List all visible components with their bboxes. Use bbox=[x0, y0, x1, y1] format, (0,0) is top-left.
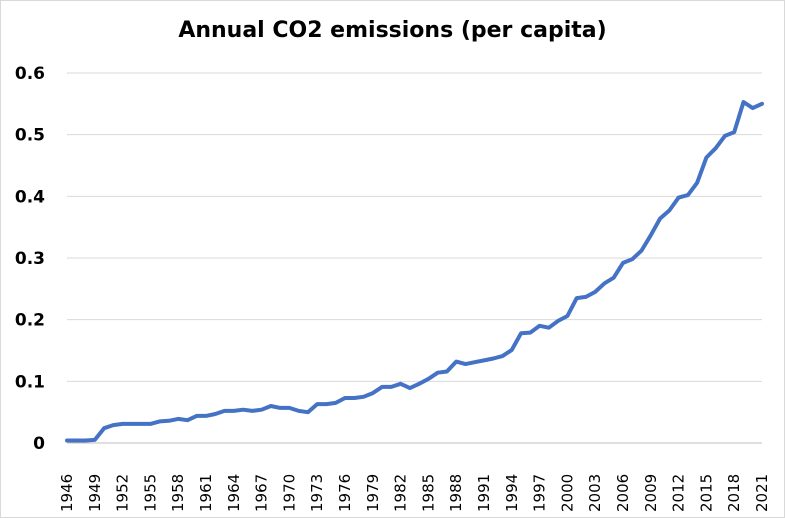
chart-title: Annual CO2 emissions (per capita) bbox=[178, 18, 607, 43]
x-tick-label: 1991 bbox=[475, 474, 493, 512]
x-tick-label: 2018 bbox=[725, 474, 743, 512]
y-tick-label: 0 bbox=[33, 434, 45, 454]
x-tick-label: 1988 bbox=[447, 474, 465, 512]
x-tick-label: 1946 bbox=[58, 474, 76, 512]
x-tick-label: 1967 bbox=[253, 474, 271, 512]
x-tick-label: 2021 bbox=[753, 474, 771, 512]
y-tick-label: 0.5 bbox=[15, 126, 45, 146]
x-tick-label: 1973 bbox=[308, 474, 326, 512]
x-tick-label: 1985 bbox=[419, 474, 437, 512]
x-tick-label: 1994 bbox=[503, 474, 521, 512]
x-tick-label: 1982 bbox=[392, 474, 410, 512]
x-tick-label: 1979 bbox=[364, 474, 382, 512]
x-tick-label: 2006 bbox=[614, 474, 632, 512]
y-tick-labels: 0 0.1 0.2 0.3 0.4 0.5 0.6 bbox=[15, 64, 45, 454]
x-tick-label: 2009 bbox=[642, 474, 660, 512]
x-tick-label: 1964 bbox=[225, 474, 243, 512]
y-tick-label: 0.3 bbox=[15, 249, 45, 269]
x-tick-labels: 1946 1949 1952 1955 1958 1961 1964 1967 1970 1973… bbox=[58, 474, 771, 512]
x-tick-label: 1955 bbox=[141, 474, 159, 512]
x-tick-label: 1997 bbox=[531, 474, 549, 512]
y-tick-label: 0.2 bbox=[15, 311, 45, 331]
x-tick-label: 2003 bbox=[586, 474, 604, 512]
x-tick-label: 1970 bbox=[280, 474, 298, 512]
y-tick-label: 0.4 bbox=[15, 187, 45, 207]
series-line bbox=[65, 100, 764, 443]
x-tick-label: 2012 bbox=[670, 474, 688, 512]
x-tick-label: 1961 bbox=[197, 474, 215, 512]
y-tick-label: 0.1 bbox=[15, 372, 45, 392]
x-tick-label: 1952 bbox=[114, 474, 132, 512]
gridlines bbox=[67, 72, 762, 382]
x-tick-label: 2000 bbox=[558, 474, 576, 512]
x-tick-label: 1949 bbox=[86, 474, 104, 512]
series bbox=[65, 100, 764, 443]
x-tick-label: 1958 bbox=[169, 474, 187, 512]
x-tick-label: 2015 bbox=[697, 474, 715, 512]
y-tick-label: 0.6 bbox=[15, 64, 45, 84]
x-tick-label: 1976 bbox=[336, 474, 354, 512]
